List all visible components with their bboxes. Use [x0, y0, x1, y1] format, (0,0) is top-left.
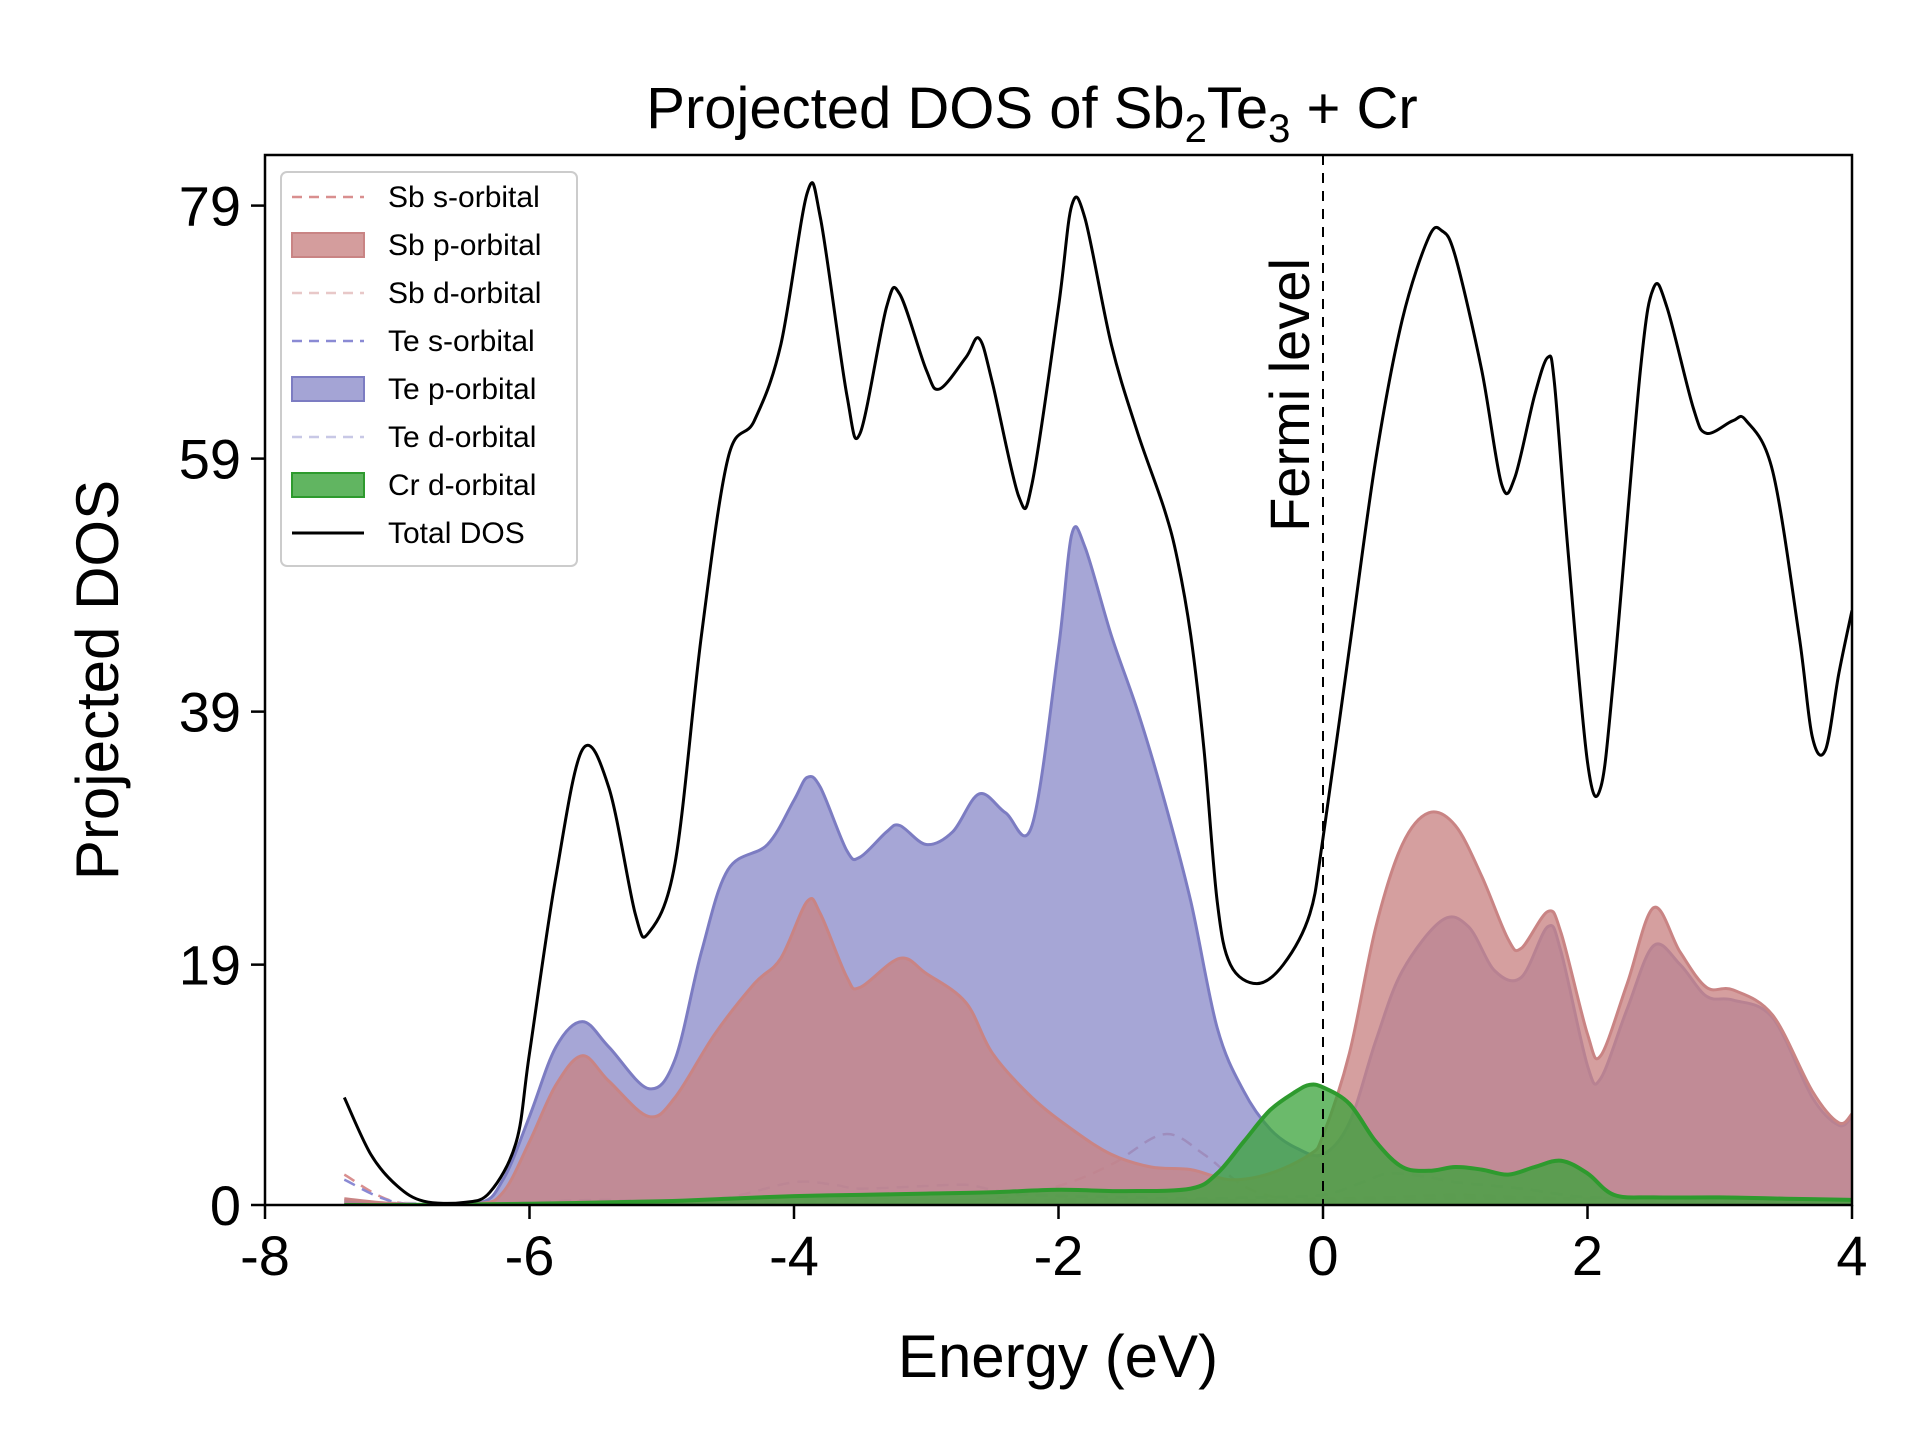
fermi-level-label: Fermi level: [1258, 258, 1321, 532]
x-tick-label: -2: [1034, 1224, 1084, 1287]
legend-box: [280, 171, 578, 567]
ticks-layer: -8 -6 -4 -2 0 2 4 0 19 39 59 79: [179, 175, 1868, 1287]
cr-d-orbital-area: [344, 1084, 1852, 1205]
chart-title: Projected DOS of Sb2Te3 + Cr: [646, 76, 1417, 151]
x-tick-label: -8: [240, 1224, 290, 1287]
x-tick-label: 2: [1572, 1224, 1603, 1287]
legend-label-te-p-orbital: Te p-orbital: [388, 373, 536, 406]
legend-label-sb-s-orbital: Sb s-orbital: [388, 181, 540, 214]
x-axis-title: Energy (eV): [898, 1323, 1218, 1390]
x-tick-label: 4: [1836, 1224, 1867, 1287]
legend-label-cr-d-orbital: Cr d-orbital: [388, 469, 536, 502]
legend-swatch-cr-d-orbital: [291, 472, 365, 498]
legend: Sb s-orbital Sb p-orbital Sb d-orbital Te s…: [280, 171, 578, 567]
x-tick-label: 0: [1307, 1224, 1338, 1287]
cr-d-orbital-line: [344, 1082, 1852, 1205]
series-layer: [342, 181, 1852, 1205]
legend-swatch-sb-p-orbital: [291, 232, 365, 258]
y-tick-label: 39: [179, 681, 241, 744]
legend-label-sb-p-orbital: Sb p-orbital: [388, 229, 541, 262]
legend-swatch-te-p-orbital: [291, 376, 365, 402]
y-axis-title: Projected DOS: [64, 480, 131, 880]
x-tick-label: -6: [505, 1224, 555, 1287]
legend-label-te-d-orbital: Te d-orbital: [388, 421, 536, 454]
legend-label-sb-d-orbital: Sb d-orbital: [388, 277, 541, 310]
legend-label-total-dos: Total DOS: [388, 517, 525, 550]
y-tick-label: 59: [179, 428, 241, 491]
y-tick-label: 79: [179, 175, 241, 238]
y-tick-label: 0: [210, 1174, 241, 1237]
y-tick-label: 19: [179, 934, 241, 997]
legend-label-te-s-orbital: Te s-orbital: [388, 325, 535, 358]
total-dos-line: [342, 181, 1852, 1205]
sb-p-orbital-area: [344, 811, 1852, 1205]
x-tick-label: -4: [769, 1224, 819, 1287]
